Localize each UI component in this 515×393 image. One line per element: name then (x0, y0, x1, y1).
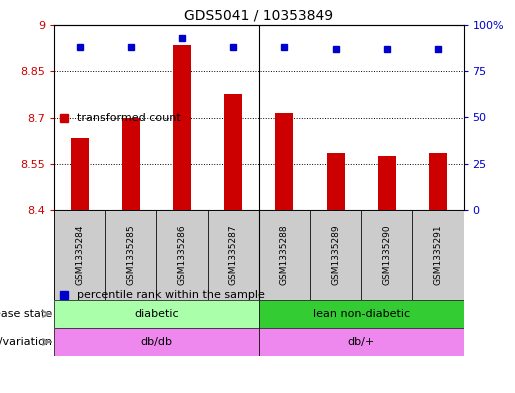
Text: lean non-diabetic: lean non-diabetic (313, 309, 410, 319)
Text: GSM1335287: GSM1335287 (229, 225, 238, 285)
Bar (54, 328, 259, 356)
Bar (429, 153, 447, 210)
Text: GSM1335289: GSM1335289 (331, 225, 340, 285)
Bar (122, 118, 140, 210)
Bar (157, 210, 208, 300)
Bar (259, 210, 310, 300)
Bar (224, 94, 242, 210)
Text: db/+: db/+ (348, 337, 375, 347)
Text: GSM1335286: GSM1335286 (178, 225, 186, 285)
Text: GSM1335291: GSM1335291 (434, 225, 442, 285)
Text: disease state: disease state (0, 309, 53, 319)
Text: GSM1335288: GSM1335288 (280, 225, 289, 285)
Bar (310, 210, 361, 300)
Bar (54, 210, 105, 300)
Bar (105, 210, 157, 300)
Bar (378, 156, 396, 210)
Bar (327, 153, 345, 210)
Bar (54, 300, 259, 328)
Text: db/db: db/db (141, 337, 173, 347)
Text: genotype/variation: genotype/variation (0, 337, 53, 347)
Bar (173, 45, 191, 210)
Bar (361, 210, 413, 300)
Text: GSM1335290: GSM1335290 (382, 225, 391, 285)
Text: transformed count: transformed count (77, 113, 181, 123)
Bar (71, 138, 89, 210)
Bar (413, 210, 464, 300)
Text: GSM1335285: GSM1335285 (126, 225, 135, 285)
Text: GSM1335284: GSM1335284 (75, 225, 84, 285)
Bar (208, 210, 259, 300)
Bar (259, 300, 464, 328)
Text: diabetic: diabetic (134, 309, 179, 319)
Bar (276, 113, 294, 210)
Title: GDS5041 / 10353849: GDS5041 / 10353849 (184, 8, 333, 22)
Text: percentile rank within the sample: percentile rank within the sample (77, 290, 265, 300)
Bar (259, 328, 464, 356)
